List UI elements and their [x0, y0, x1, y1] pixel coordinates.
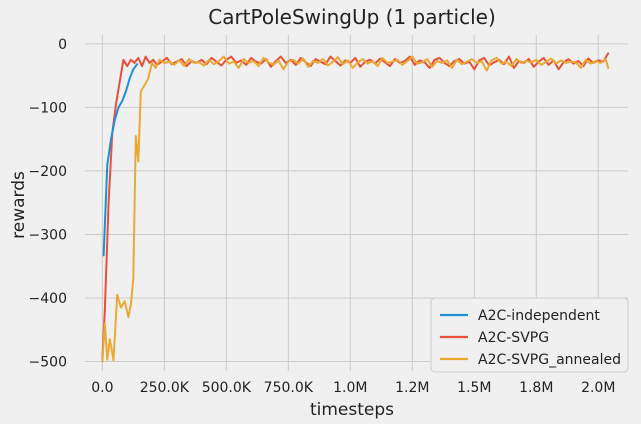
- x-tick-label: 1.2M: [395, 380, 429, 396]
- y-tick-label: −400: [29, 291, 67, 307]
- x-tick-label: 500.0K: [202, 380, 252, 396]
- x-tick-label: 1.8M: [519, 380, 553, 396]
- x-tick-label: 750.0K: [264, 380, 314, 396]
- legend-items: A2C-independent A2C-SVPG A2C-SVPG_annealed: [440, 308, 621, 368]
- y-axis-label: rewards: [9, 171, 29, 239]
- series-line-a2c-independent: [102, 63, 139, 257]
- y-tick-label: −500: [29, 354, 67, 370]
- legend-box: [430, 297, 629, 373]
- legend-label: A2C-SVPG_annealed: [478, 352, 621, 368]
- x-tick-label: 1.5M: [457, 380, 491, 396]
- x-tick-label: 2.0M: [581, 380, 615, 396]
- x-tick-labels: 0.0 250.0K 500.0K 750.0K 1.0M 1.2M 1.5M 1.8M 2.0…: [91, 380, 615, 396]
- y-tick-labels: 0 −100 −200 −300 −400 −500: [29, 37, 67, 371]
- legend: A2C-independent A2C-SVPG A2C-SVPG_annealed: [430, 297, 629, 373]
- series-line-a2c-svpg-annealed: [101, 55, 610, 363]
- x-tick-label: 0.0: [91, 380, 113, 396]
- legend-label: A2C-independent: [478, 308, 600, 324]
- y-tick-label: −100: [29, 100, 67, 116]
- y-tick-label: 0: [58, 37, 67, 53]
- x-axis-label: timesteps: [310, 400, 394, 420]
- chart-title: CartPoleSwingUp (1 particle): [208, 5, 496, 29]
- x-tick-label: 250.0K: [140, 380, 190, 396]
- x-tick-label: 1.0M: [333, 380, 367, 396]
- y-tick-label: −200: [29, 164, 67, 180]
- y-tick-label: −300: [29, 227, 67, 243]
- legend-label: A2C-SVPG: [478, 330, 549, 346]
- series-layer: [101, 52, 610, 363]
